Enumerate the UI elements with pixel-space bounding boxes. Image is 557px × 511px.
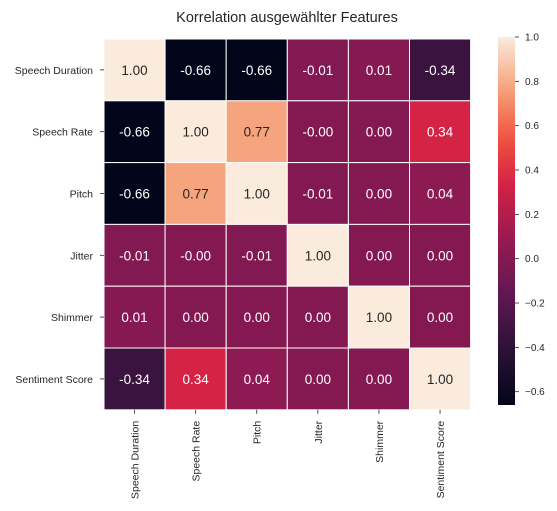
cell-value-label-3-1: -0.00 xyxy=(180,248,211,263)
heatmap-cell-3-5 xyxy=(409,223,472,287)
row-label-3: Jitter xyxy=(70,250,93,262)
heatmap-cells: 1.00 -0.66 -0.66 -0.01 0.01 -0.34 -0.66 1.00 0.7… xyxy=(103,38,472,411)
heatmap-cell-4-0 xyxy=(103,285,166,349)
cell-value-label-1-3: -0.00 xyxy=(302,125,333,140)
heatmap-cell-3-1 xyxy=(164,223,227,287)
colorbar-tick-label-2: 0.6 xyxy=(525,121,539,132)
col-label-2: Pitch xyxy=(252,421,264,445)
col-label-1: Speech Rate xyxy=(191,421,203,482)
heatmap-cell-4-3 xyxy=(286,285,349,349)
row-labels: Speech Duration Speech Rate Pitch Jitter Shi… xyxy=(15,65,104,386)
col-label-0: Speech Duration xyxy=(130,421,142,499)
cell-value-label-4-5: 0.00 xyxy=(427,310,453,325)
cell-value-label-4-3: 0.00 xyxy=(305,310,331,325)
heatmap-cell-5-5 xyxy=(409,347,472,411)
heatmap-cell-0-1 xyxy=(164,38,227,102)
cell-value-label-2-4: 0.00 xyxy=(366,187,392,202)
cell-value-label-4-4: 1.00 xyxy=(366,310,392,325)
cell-value-label-0-4: 0.01 xyxy=(366,63,392,78)
cell-value-label-2-2: 1.00 xyxy=(244,187,270,202)
heatmap-cell-2-1 xyxy=(164,162,227,225)
heatmap-cell-3-4 xyxy=(347,223,410,287)
heatmap-cell-4-5 xyxy=(409,285,472,349)
heatmap-cell-0-2 xyxy=(225,38,288,102)
cell-value-label-1-1: 1.00 xyxy=(183,125,209,140)
heatmap-cell-0-5 xyxy=(409,38,472,102)
colorbar: 1.0 0.8 0.6 0.4 0.2 0.0 −0.2 −0.4 −0.6 xyxy=(498,33,545,405)
col-label-3: Jitter xyxy=(313,420,325,443)
cell-value-label-2-1: 0.77 xyxy=(183,187,209,202)
cell-value-label-5-3: 0.00 xyxy=(305,372,331,387)
cell-value-label-1-0: -0.66 xyxy=(119,125,150,140)
colorbar-tick-label-0: 1.0 xyxy=(525,33,539,44)
cell-value-label-3-0: -0.01 xyxy=(119,248,150,263)
heatmap-cell-1-1 xyxy=(164,100,227,164)
cell-value-label-2-5: 0.04 xyxy=(427,187,454,202)
cell-value-label-1-4: 0.00 xyxy=(366,125,392,140)
cell-value-label-2-3: -0.01 xyxy=(302,187,333,202)
col-label-5: Sentiment Score xyxy=(435,421,447,499)
cell-value-label-3-3: 1.00 xyxy=(305,248,331,263)
heatmap-cell-1-3 xyxy=(286,100,349,164)
cell-value-label-0-3: -0.01 xyxy=(302,63,333,78)
heatmap-cell-0-0 xyxy=(103,38,166,102)
colorbar-tick-label-5: 0.0 xyxy=(525,254,539,265)
heatmap-cell-3-3 xyxy=(286,223,349,287)
heatmap-cell-3-2 xyxy=(225,223,288,287)
chart-title: Korrelation ausgewählter Features xyxy=(176,10,398,26)
colorbar-gradient xyxy=(498,37,515,405)
colorbar-tick-label-3: 0.4 xyxy=(525,166,539,177)
colorbar-tick-label-8: −0.6 xyxy=(525,387,545,398)
cell-value-label-5-2: 0.04 xyxy=(244,372,271,387)
colorbar-tick-label-1: 0.8 xyxy=(525,77,539,88)
cell-value-label-4-1: 0.00 xyxy=(183,310,209,325)
cell-value-label-0-5: -0.34 xyxy=(425,63,456,78)
heatmap-cell-2-5 xyxy=(409,162,472,225)
row-label-1: Speech Rate xyxy=(32,127,93,139)
cell-value-label-3-2: -0.01 xyxy=(241,248,272,263)
heatmap-cell-4-2 xyxy=(225,285,288,349)
row-label-5: Sentiment Score xyxy=(15,374,93,386)
colorbar-tick-label-6: −0.2 xyxy=(525,299,545,310)
cell-value-label-5-0: -0.34 xyxy=(119,372,150,387)
row-label-0: Speech Duration xyxy=(15,65,93,77)
cell-value-label-0-1: -0.66 xyxy=(180,63,211,78)
cell-value-label-0-2: -0.66 xyxy=(241,63,272,78)
cell-value-label-5-1: 0.34 xyxy=(183,372,210,387)
colorbar-tick-label-7: −0.4 xyxy=(525,343,545,354)
heatmap-cell-2-3 xyxy=(286,162,349,225)
cell-value-label-1-5: 0.34 xyxy=(427,125,454,140)
col-label-4: Shimmer xyxy=(374,420,386,463)
cell-value-label-4-2: 0.00 xyxy=(244,310,270,325)
cell-value-label-5-4: 0.00 xyxy=(366,372,392,387)
row-label-4: Shimmer xyxy=(51,312,94,324)
row-label-2: Pitch xyxy=(70,189,94,201)
cell-value-label-4-0: 0.01 xyxy=(121,310,147,325)
cell-value-label-5-5: 1.00 xyxy=(427,372,453,387)
cell-value-label-0-0: 1.00 xyxy=(121,63,147,78)
col-labels: Speech Duration Speech Rate Pitch Jitter Shi… xyxy=(130,409,447,499)
heatmap-cell-3-0 xyxy=(103,223,166,287)
colorbar-tick-label-4: 0.2 xyxy=(525,210,539,221)
heatmap-cell-1-5 xyxy=(409,100,472,164)
cell-value-label-1-2: 0.77 xyxy=(244,125,270,140)
cell-value-label-2-0: -0.66 xyxy=(119,187,150,202)
heatmap-cell-5-0 xyxy=(103,347,166,411)
heatmap-cell-4-4 xyxy=(347,285,410,349)
heatmap-cell-2-4 xyxy=(347,162,410,225)
cell-value-label-3-5: 0.00 xyxy=(427,248,453,263)
cell-value-label-3-4: 0.00 xyxy=(366,248,392,263)
